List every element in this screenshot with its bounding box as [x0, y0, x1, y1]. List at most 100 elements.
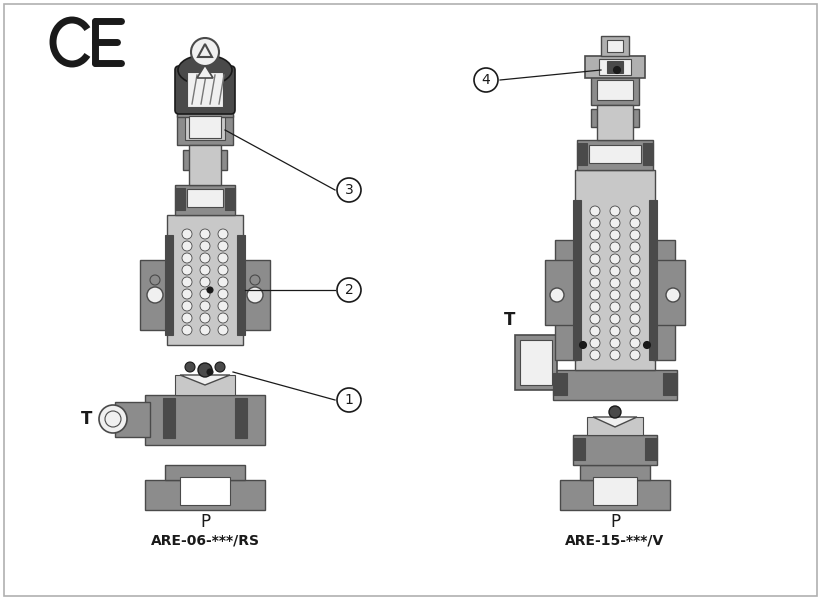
- Bar: [185, 115, 225, 140]
- Bar: [189, 116, 221, 138]
- Circle shape: [147, 287, 163, 303]
- Circle shape: [105, 411, 121, 427]
- Circle shape: [185, 362, 195, 372]
- Bar: [520, 340, 552, 385]
- Circle shape: [99, 405, 127, 433]
- Circle shape: [337, 178, 361, 202]
- Polygon shape: [180, 375, 230, 385]
- Bar: [177, 87, 233, 117]
- Bar: [235, 398, 247, 438]
- Circle shape: [610, 278, 620, 288]
- Circle shape: [191, 38, 219, 66]
- Circle shape: [200, 313, 210, 323]
- Bar: [145, 395, 265, 445]
- Circle shape: [218, 241, 228, 251]
- Bar: [560, 480, 670, 510]
- Text: T: T: [504, 311, 516, 329]
- Circle shape: [610, 230, 620, 240]
- Bar: [645, 438, 657, 460]
- Circle shape: [474, 68, 498, 92]
- Circle shape: [250, 275, 260, 285]
- Bar: [180, 477, 230, 505]
- Bar: [601, 36, 629, 56]
- Circle shape: [610, 218, 620, 228]
- Text: 1: 1: [345, 393, 353, 407]
- Bar: [553, 373, 567, 395]
- Circle shape: [590, 302, 600, 312]
- Bar: [580, 465, 650, 480]
- Circle shape: [590, 230, 600, 240]
- Bar: [575, 170, 655, 370]
- Circle shape: [630, 314, 640, 324]
- Bar: [163, 398, 175, 438]
- Circle shape: [630, 326, 640, 336]
- Bar: [589, 145, 641, 163]
- Circle shape: [610, 266, 620, 276]
- Circle shape: [610, 326, 620, 336]
- Circle shape: [247, 287, 263, 303]
- Circle shape: [218, 277, 228, 287]
- Bar: [591, 75, 639, 105]
- Bar: [555, 240, 577, 360]
- Circle shape: [182, 277, 192, 287]
- Circle shape: [613, 67, 621, 73]
- Bar: [585, 56, 645, 78]
- Circle shape: [218, 301, 228, 311]
- Bar: [175, 185, 235, 215]
- Circle shape: [644, 341, 650, 349]
- Circle shape: [182, 313, 192, 323]
- Circle shape: [218, 313, 228, 323]
- Bar: [643, 143, 653, 165]
- Circle shape: [182, 301, 192, 311]
- Bar: [225, 188, 235, 210]
- Bar: [607, 40, 623, 52]
- Circle shape: [200, 241, 210, 251]
- Text: ARE-15-***/V: ARE-15-***/V: [566, 533, 665, 547]
- Circle shape: [630, 254, 640, 264]
- Circle shape: [610, 338, 620, 348]
- Ellipse shape: [178, 55, 232, 85]
- Circle shape: [337, 388, 361, 412]
- Circle shape: [590, 218, 600, 228]
- Bar: [573, 438, 585, 460]
- Bar: [663, 373, 677, 395]
- Circle shape: [630, 230, 640, 240]
- Circle shape: [666, 288, 680, 302]
- Circle shape: [200, 325, 210, 335]
- Circle shape: [200, 265, 210, 275]
- Circle shape: [590, 326, 600, 336]
- Circle shape: [590, 350, 600, 360]
- Text: T: T: [81, 410, 93, 428]
- Polygon shape: [593, 417, 637, 427]
- Bar: [165, 235, 173, 335]
- Circle shape: [182, 241, 192, 251]
- Circle shape: [630, 290, 640, 300]
- Bar: [240, 260, 270, 330]
- Bar: [515, 335, 557, 390]
- Bar: [165, 465, 245, 480]
- Circle shape: [590, 290, 600, 300]
- Bar: [597, 80, 633, 100]
- Circle shape: [630, 278, 640, 288]
- Circle shape: [580, 341, 586, 349]
- FancyBboxPatch shape: [175, 66, 235, 114]
- Circle shape: [200, 289, 210, 299]
- Bar: [187, 72, 223, 107]
- Circle shape: [630, 218, 640, 228]
- Bar: [183, 150, 227, 170]
- Bar: [577, 140, 653, 170]
- Circle shape: [182, 229, 192, 239]
- Bar: [237, 235, 245, 335]
- Circle shape: [590, 278, 600, 288]
- Bar: [607, 61, 623, 73]
- Bar: [167, 215, 243, 345]
- Text: P: P: [610, 513, 620, 531]
- Bar: [175, 188, 185, 210]
- Text: 4: 4: [482, 73, 490, 87]
- Text: 3: 3: [345, 183, 353, 197]
- Circle shape: [218, 229, 228, 239]
- Circle shape: [630, 242, 640, 252]
- Circle shape: [207, 369, 213, 375]
- Circle shape: [590, 314, 600, 324]
- Circle shape: [182, 289, 192, 299]
